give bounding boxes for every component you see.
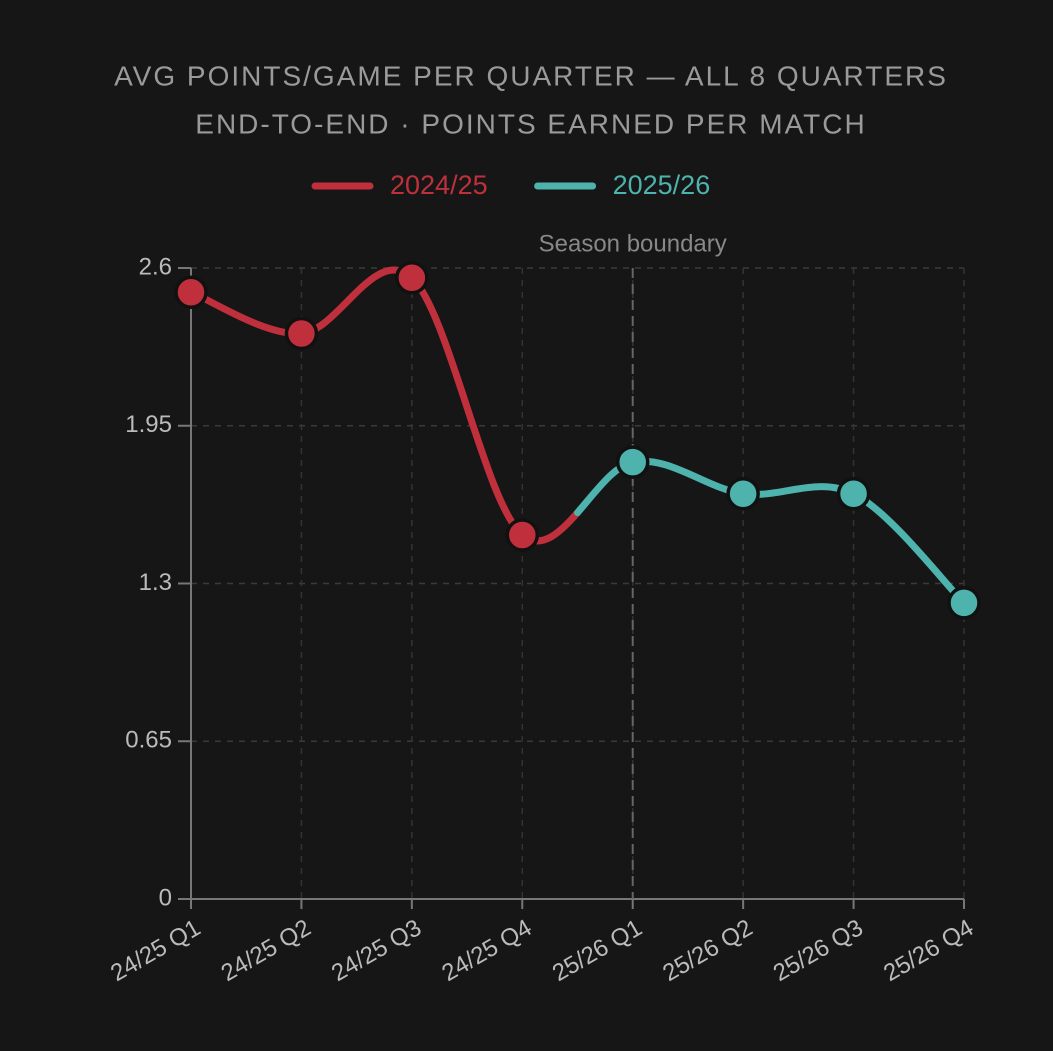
series-line bbox=[629, 457, 968, 607]
legend-label: 2025/26 bbox=[613, 170, 711, 200]
point bbox=[505, 518, 540, 552]
annotation: Season boundary bbox=[539, 230, 727, 257]
point bbox=[174, 275, 208, 310]
legend-label: 2024/25 bbox=[390, 170, 488, 200]
y-tick-label: 0.65 bbox=[125, 727, 172, 754]
y-tick-label: 2.6 bbox=[139, 253, 172, 280]
point bbox=[726, 476, 760, 511]
y-tick-label: 0 bbox=[159, 884, 172, 911]
point bbox=[836, 476, 871, 511]
point bbox=[284, 316, 319, 351]
point bbox=[947, 586, 981, 620]
point bbox=[615, 445, 650, 479]
point bbox=[395, 260, 429, 295]
y-tick-label: 1.95 bbox=[125, 411, 172, 438]
chart-subtitle: END-TO-END · POINTS EARNED PER MATCH bbox=[195, 108, 866, 139]
series-line bbox=[187, 266, 526, 539]
chart-title: AVG POINTS/GAME PER QUARTER — ALL 8 QUAR… bbox=[114, 60, 948, 91]
y-tick-label: 1.3 bbox=[139, 569, 172, 596]
